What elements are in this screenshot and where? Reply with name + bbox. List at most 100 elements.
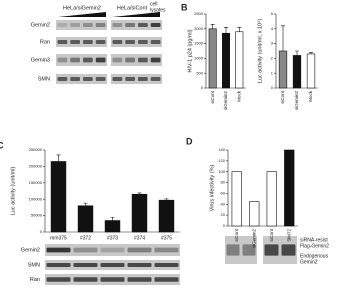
x-tick-label: #373 <box>107 235 118 241</box>
blot-band <box>73 277 98 282</box>
error-bar <box>237 27 242 32</box>
x-tick-label: Mock <box>237 90 242 102</box>
blot-band <box>100 263 125 267</box>
blot-band <box>138 57 148 63</box>
x-tick-label: #372 <box>80 235 91 241</box>
y-tick-label: 0 <box>201 85 204 90</box>
bar <box>77 205 94 233</box>
y-tick-label: 5 <box>271 11 274 16</box>
blot-band <box>112 23 123 27</box>
blot-band <box>242 244 256 256</box>
y-tick-label: 140 <box>218 147 225 152</box>
blot-band <box>83 40 93 44</box>
blot-label: Gemin2 <box>21 247 40 253</box>
y-tick-label: 2500 <box>194 11 204 16</box>
blot-band <box>95 40 106 44</box>
error-bar <box>210 24 215 29</box>
y-tick-label: 4 <box>271 26 274 31</box>
x-tick-label: mm375 <box>50 235 67 241</box>
blot-band <box>112 40 123 44</box>
error-bar <box>224 27 228 34</box>
y-tick-label: 1500 <box>194 41 204 46</box>
y-tick-label: 50000 <box>31 213 43 218</box>
blot-band <box>73 247 98 253</box>
blot-band <box>57 23 68 27</box>
blot-band <box>100 247 125 253</box>
y-tick-label: 500 <box>196 70 203 75</box>
bar <box>292 55 302 89</box>
blot <box>56 74 107 84</box>
blot-label: Ran <box>40 39 50 45</box>
y-tick-label: 250000 <box>29 147 43 152</box>
y-axis-label: Luc activity (unit/ml) <box>10 167 16 216</box>
y-tick-label: 0 <box>271 85 274 90</box>
blot <box>45 244 180 256</box>
y-tick-label: 3 <box>271 41 274 46</box>
y-tick-label: 1000 <box>194 55 204 60</box>
blot-band <box>57 77 68 81</box>
blot-band <box>127 247 152 253</box>
x-tick-label: siGemin2 <box>223 91 228 111</box>
error-bar <box>295 50 299 56</box>
x-tick-label: #375 <box>161 235 172 241</box>
bar <box>222 32 230 89</box>
panel-label: B <box>181 2 188 12</box>
error-bar <box>110 216 115 221</box>
blot-band <box>125 23 135 27</box>
y-axis-label: Virus infectivity (%) <box>209 165 215 212</box>
blot-band <box>83 57 93 63</box>
blot-band <box>57 57 68 63</box>
blot <box>111 54 162 66</box>
bar <box>278 50 288 89</box>
blot <box>111 20 162 30</box>
bar <box>231 171 242 227</box>
blot-band <box>46 277 71 282</box>
blot-band <box>150 23 161 27</box>
bar <box>284 149 295 227</box>
blot-band <box>46 247 71 253</box>
blot-band <box>150 77 161 81</box>
blot-band <box>46 263 71 267</box>
blot-band <box>95 23 106 27</box>
blot-band <box>138 23 148 27</box>
blot-band <box>125 40 135 44</box>
blot-band <box>112 57 123 63</box>
error-bar <box>137 192 142 195</box>
y-tick-label: 20 <box>221 212 226 217</box>
blot <box>225 236 257 264</box>
blot-label: Gemin2 <box>300 259 318 265</box>
error-bar <box>83 202 88 206</box>
blot <box>56 37 107 47</box>
panel-label: D <box>186 136 193 146</box>
bar <box>208 28 217 89</box>
blot-label: Gemin3 <box>31 57 50 63</box>
blot-band <box>138 77 148 81</box>
blot-header: HeLa/siGemin2 <box>63 5 101 11</box>
blot-band <box>95 57 106 63</box>
blot-header: cell <box>150 1 158 7</box>
y-tick-label: 60 <box>221 190 226 195</box>
bar <box>235 31 244 89</box>
bar <box>131 193 148 233</box>
y-tick-label: 100 <box>218 169 225 174</box>
x-tick-label: siGemin2 <box>251 229 256 249</box>
y-tick-label: 80 <box>221 180 226 185</box>
blot <box>111 74 162 84</box>
blot-band <box>281 244 296 256</box>
x-tick-label: siCont <box>280 90 285 104</box>
bar <box>306 53 316 89</box>
blot-label: Ran <box>30 277 40 283</box>
x-tick-label: SiM72 <box>286 229 291 242</box>
blot <box>56 54 107 66</box>
y-tick-label: 2 <box>271 55 274 60</box>
bar <box>104 220 121 233</box>
y-axis-label: Luc activity (unit/ml, x 10⁴) <box>256 19 263 84</box>
error-bar <box>56 154 61 162</box>
y-tick-label: 0 <box>40 229 43 234</box>
blot-band <box>150 40 161 44</box>
blot-band <box>125 57 135 63</box>
blot-band <box>73 263 98 267</box>
blot-label: SMN <box>38 76 50 82</box>
y-tick-label: 150000 <box>29 180 43 185</box>
